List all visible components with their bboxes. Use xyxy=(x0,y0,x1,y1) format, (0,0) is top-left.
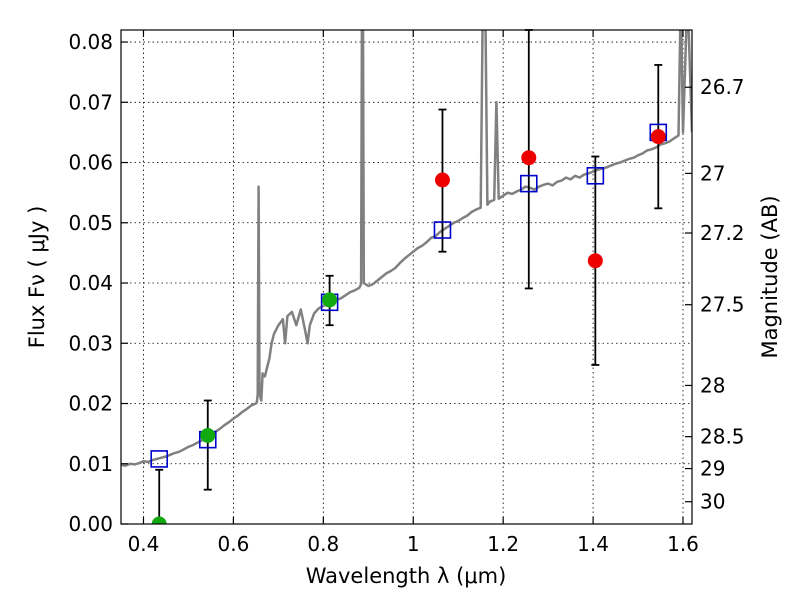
observed-flux-point xyxy=(587,253,603,269)
y-tick-label: 0.06 xyxy=(68,151,113,175)
observed-flux-point xyxy=(200,427,216,443)
y2-tick-label: 27 xyxy=(700,161,725,185)
model-bandpass-box xyxy=(586,166,605,185)
observed-flux-point xyxy=(434,172,450,188)
grid-layer xyxy=(121,30,692,525)
observed-flux-point xyxy=(322,292,338,308)
y-tick-label: 0.03 xyxy=(68,331,113,355)
plot-border xyxy=(120,29,693,525)
x-tick-label: 1.6 xyxy=(667,532,699,556)
y2-axis-label: Magnitude (AB) xyxy=(758,195,782,358)
x-tick-label: 1.2 xyxy=(487,532,519,556)
y-tick-label: 0.00 xyxy=(68,512,113,536)
plot-frame xyxy=(120,29,693,525)
y-tick-label: 0.01 xyxy=(68,452,113,476)
ticks-layer: 0.4 0.6 0.8 1 1.2 1.4 1.6 0.00 0.01 0.02 0.03 0.04 0… xyxy=(68,30,745,556)
model-bandpass-box xyxy=(519,174,538,193)
x-tick-label: 1.4 xyxy=(577,532,609,556)
y2-tick-label: 26.7 xyxy=(700,75,745,99)
y-tick-label: 0.04 xyxy=(68,271,113,295)
x-axis-label: Wavelength λ (μm) xyxy=(306,564,507,588)
y-tick-label: 0.07 xyxy=(68,90,113,114)
y-tick-label: 0.08 xyxy=(68,30,113,54)
observed-flux-point xyxy=(521,150,537,166)
observed-flux-point xyxy=(650,129,666,145)
y-tick-label: 0.02 xyxy=(68,392,113,416)
y2-tick-label: 30 xyxy=(700,490,725,514)
y-axis-label: Flux Fν ( μJy ) xyxy=(25,206,49,349)
x-tick-label: 0.6 xyxy=(217,532,249,556)
y-tick-label: 0.05 xyxy=(68,211,113,235)
x-tick-label: 0.4 xyxy=(128,532,160,556)
y2-tick-label: 28 xyxy=(700,373,725,397)
x-tick-label: 0.8 xyxy=(307,532,339,556)
model-spectrum-line xyxy=(121,30,692,467)
y2-tick-label: 27.2 xyxy=(700,221,745,245)
y2-tick-label: 27.5 xyxy=(700,293,745,317)
model-bandpass-box xyxy=(433,221,452,239)
y2-tick-label: 29 xyxy=(700,457,725,481)
spectrum-layer xyxy=(121,30,692,467)
x-tick-label: 1 xyxy=(407,532,420,556)
observed-flux-point xyxy=(151,516,167,524)
points-layer xyxy=(150,29,668,524)
model-bandpass-box xyxy=(150,450,169,468)
y2-tick-label: 28.5 xyxy=(700,425,745,449)
